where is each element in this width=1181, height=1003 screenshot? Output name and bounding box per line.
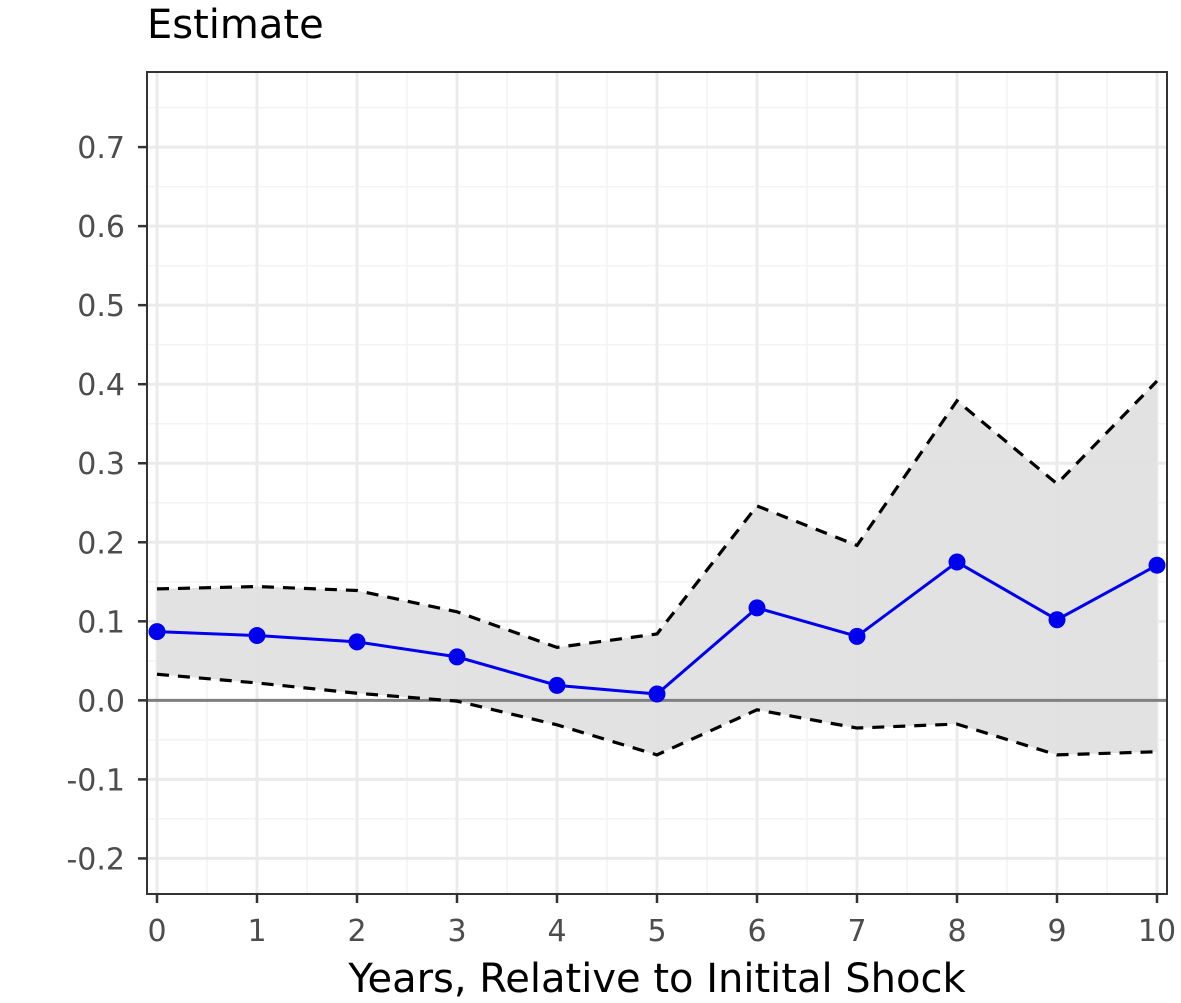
estimate-point: [748, 599, 766, 617]
estimate-point: [448, 648, 466, 666]
y-axis: -0.2 -0.1 0.0 0.1 0.2 0.3 0.4 0.5 0.6 0.7: [66, 131, 147, 877]
estimate-point: [348, 633, 366, 651]
x-tick-label: 4: [547, 914, 566, 949]
x-tick-label: 3: [447, 914, 466, 949]
y-tick-label: 0.3: [77, 447, 125, 482]
estimate-series: [148, 553, 1166, 703]
y-tick-label: 0.1: [77, 605, 125, 640]
y-tick-label: 0.4: [77, 368, 125, 403]
y-tick-label: 0.7: [77, 131, 125, 166]
estimate-point: [148, 623, 166, 641]
confidence-bounds: [156, 379, 1159, 757]
x-axis: 0 1 2 3 4 5 6 7 8 9 10: [147, 894, 1176, 949]
estimate-point: [248, 627, 266, 645]
x-tick-label: 7: [847, 914, 866, 949]
x-tick-label: 5: [647, 914, 666, 949]
estimate-point: [848, 627, 866, 645]
y-tick-label: -0.2: [66, 842, 125, 877]
y-tick-label: 0.6: [77, 210, 125, 245]
x-tick-label: 0: [147, 914, 166, 949]
lower-bound-line: [156, 672, 1158, 757]
upper-bound-line: [156, 379, 1159, 650]
x-tick-label: 2: [347, 914, 366, 949]
estimate-point: [1048, 611, 1066, 629]
chart-title: Estimate: [147, 2, 324, 48]
x-tick-label: 10: [1138, 914, 1176, 949]
estimate-point: [948, 553, 966, 571]
y-tick-label: 0.2: [77, 526, 125, 561]
x-tick-label: 6: [747, 914, 766, 949]
x-tick-label: 9: [1047, 914, 1066, 949]
x-axis-label: Years, Relative to Initital Shock: [347, 956, 966, 1002]
y-tick-label: 0.5: [77, 289, 125, 324]
x-tick-label: 1: [247, 914, 266, 949]
y-tick-label: -0.1: [66, 763, 125, 798]
x-tick-label: 8: [947, 914, 966, 949]
estimate-point: [648, 685, 666, 703]
estimate-point: [548, 676, 566, 694]
estimate-point: [1148, 556, 1166, 574]
y-tick-label: 0.0: [77, 684, 125, 719]
